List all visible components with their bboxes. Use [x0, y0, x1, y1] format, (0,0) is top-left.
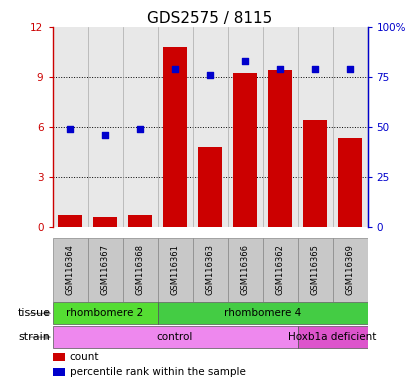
FancyBboxPatch shape: [52, 326, 297, 348]
Text: GSM116369: GSM116369: [346, 244, 354, 295]
Text: GSM116366: GSM116366: [241, 244, 249, 295]
Text: GSM116362: GSM116362: [276, 244, 284, 295]
Text: GSM116361: GSM116361: [171, 244, 179, 295]
Text: GSM116367: GSM116367: [100, 244, 110, 295]
FancyBboxPatch shape: [87, 238, 123, 301]
Text: GSM116364: GSM116364: [66, 244, 74, 295]
Text: count: count: [70, 352, 99, 362]
Text: control: control: [157, 332, 193, 342]
Point: [102, 132, 108, 138]
Text: GSM116365: GSM116365: [310, 244, 320, 295]
FancyBboxPatch shape: [297, 238, 333, 301]
Point: [312, 66, 318, 72]
Bar: [338, 138, 362, 227]
Point: [346, 66, 353, 72]
Text: GSM116368: GSM116368: [136, 244, 144, 295]
Bar: [268, 70, 292, 227]
Point: [136, 126, 143, 132]
FancyBboxPatch shape: [158, 238, 192, 301]
Bar: [128, 215, 152, 227]
Bar: [93, 217, 117, 227]
FancyBboxPatch shape: [52, 303, 158, 324]
FancyBboxPatch shape: [228, 238, 262, 301]
Point: [277, 66, 284, 72]
FancyBboxPatch shape: [297, 326, 368, 348]
FancyBboxPatch shape: [192, 238, 228, 301]
Bar: [303, 120, 327, 227]
FancyBboxPatch shape: [262, 238, 297, 301]
Bar: [52, 353, 65, 361]
Text: percentile rank within the sample: percentile rank within the sample: [70, 367, 246, 377]
FancyBboxPatch shape: [158, 303, 368, 324]
Point: [241, 58, 248, 64]
FancyBboxPatch shape: [333, 238, 368, 301]
Text: GSM116363: GSM116363: [205, 244, 215, 295]
Text: rhombomere 2: rhombomere 2: [66, 308, 144, 318]
Point: [172, 66, 178, 72]
Bar: [163, 47, 187, 227]
Title: GDS2575 / 8115: GDS2575 / 8115: [147, 11, 273, 26]
FancyBboxPatch shape: [52, 238, 87, 301]
Bar: [198, 147, 222, 227]
FancyBboxPatch shape: [123, 238, 158, 301]
Bar: [233, 73, 257, 227]
Text: tissue: tissue: [17, 308, 50, 318]
Point: [67, 126, 74, 132]
Bar: [52, 367, 65, 376]
Text: strain: strain: [18, 332, 50, 342]
Point: [207, 72, 213, 78]
Text: Hoxb1a deficient: Hoxb1a deficient: [288, 332, 377, 342]
Text: rhombomere 4: rhombomere 4: [224, 308, 301, 318]
Bar: [58, 215, 82, 227]
